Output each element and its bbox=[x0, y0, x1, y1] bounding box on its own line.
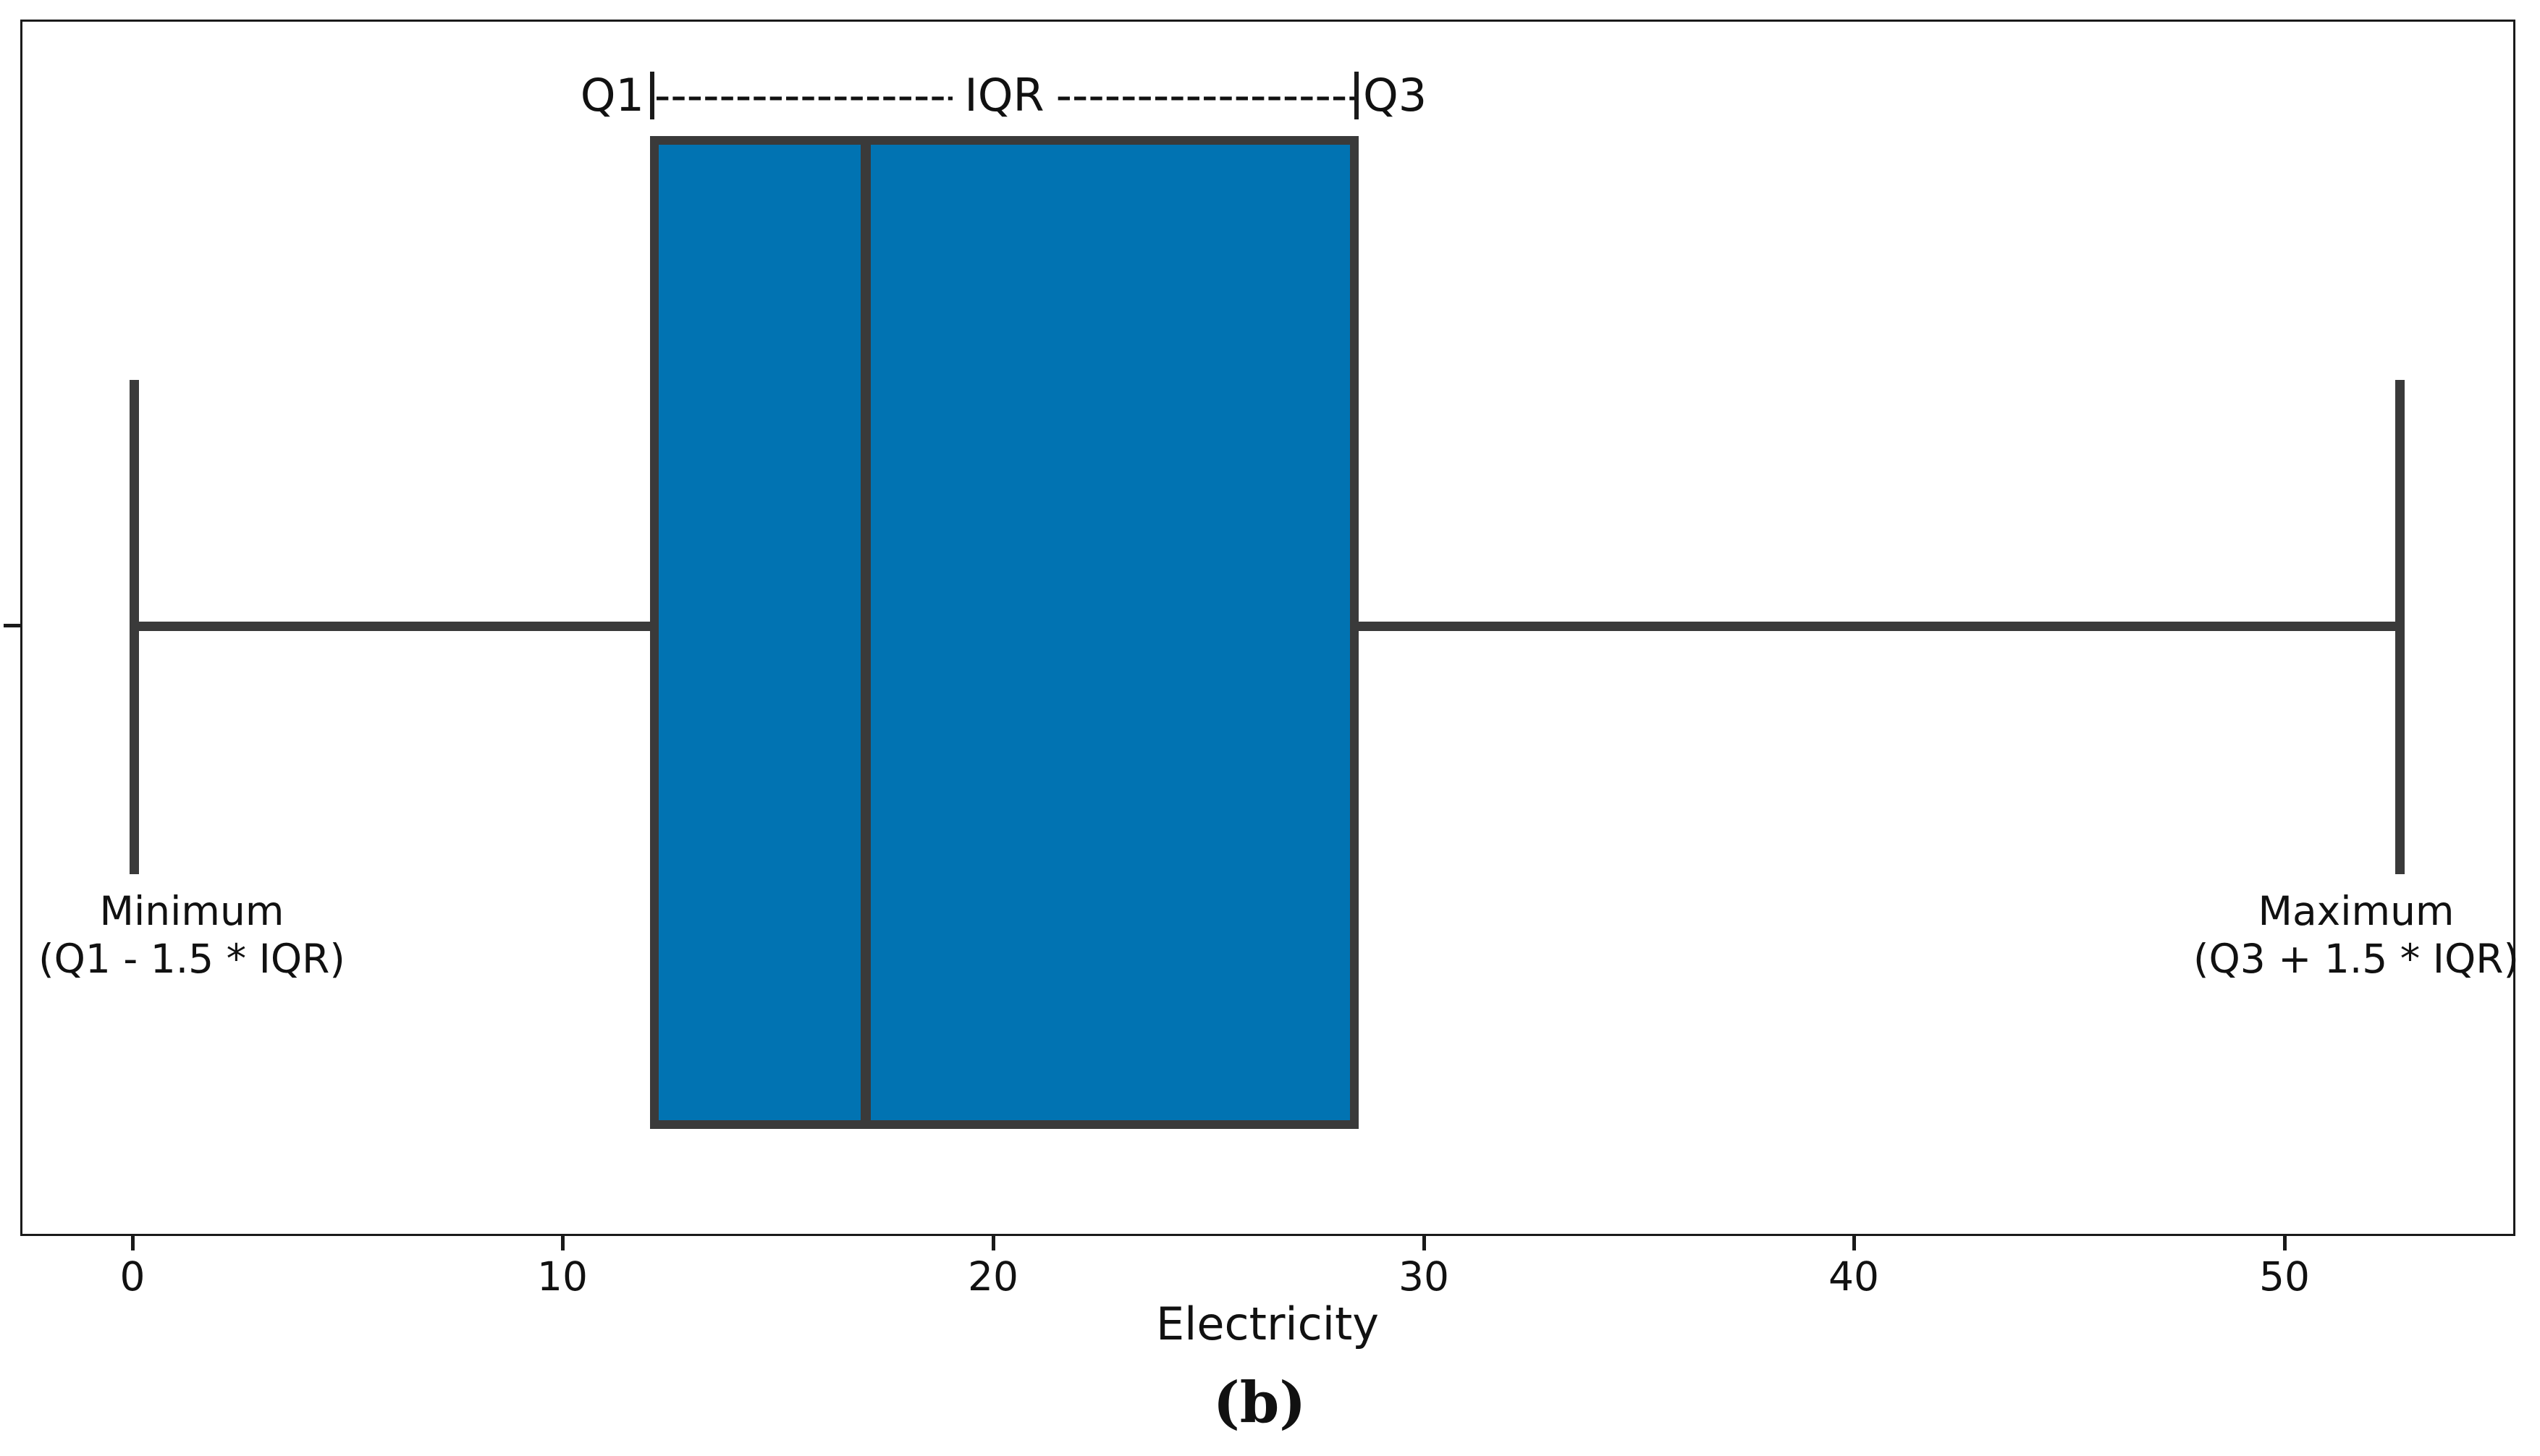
x-tick-label-50: 50 bbox=[2259, 1253, 2310, 1300]
x-tick-label-30: 30 bbox=[1398, 1253, 1449, 1300]
x-axis-tick-30 bbox=[1422, 1236, 1426, 1250]
whisker-max-cap bbox=[2395, 380, 2405, 874]
iqr-dash-right: ----------------------------------------… bbox=[1055, 70, 1354, 121]
maximum-title: Maximum bbox=[2258, 888, 2455, 934]
maximum-label: Maximum (Q3 + 1.5 * IQR) bbox=[2190, 887, 2523, 983]
q1-marker-bar bbox=[650, 72, 654, 119]
x-tick-label-0: 0 bbox=[119, 1253, 145, 1300]
median-line bbox=[861, 145, 871, 1120]
whisker-min-line bbox=[139, 622, 650, 631]
minimum-title: Minimum bbox=[99, 888, 284, 934]
minimum-formula: (Q1 - 1.5 * IQR) bbox=[38, 936, 345, 982]
x-axis-tick-20 bbox=[992, 1236, 995, 1250]
x-tick-label-20: 20 bbox=[968, 1253, 1018, 1300]
x-axis-title: Electricity bbox=[1156, 1298, 1379, 1350]
iqr-box bbox=[650, 136, 1359, 1129]
x-axis-tick-0 bbox=[131, 1236, 135, 1250]
x-axis-tick-40 bbox=[1852, 1236, 1856, 1250]
whisker-min-cap bbox=[130, 380, 139, 874]
q1-label: Q1 bbox=[580, 69, 644, 122]
iqr-annotation: ----------------------------------------… bbox=[650, 70, 1359, 121]
iqr-dash-left: ----------------------------------------… bbox=[654, 70, 953, 121]
figure-caption: (b) bbox=[1212, 1370, 1307, 1436]
minimum-label: Minimum (Q1 - 1.5 * IQR) bbox=[25, 887, 358, 983]
axes-frame bbox=[20, 20, 2515, 1236]
q3-marker-bar bbox=[1354, 72, 1359, 119]
maximum-formula: (Q3 + 1.5 * IQR) bbox=[2193, 936, 2519, 982]
x-tick-label-10: 10 bbox=[537, 1253, 588, 1300]
y-axis-tick bbox=[4, 624, 20, 627]
x-axis-tick-50 bbox=[2283, 1236, 2287, 1250]
x-axis-tick-10 bbox=[561, 1236, 565, 1250]
q3-label: Q3 bbox=[1363, 69, 1427, 122]
whisker-max-line bbox=[1359, 622, 2395, 631]
iqr-label: IQR bbox=[964, 69, 1045, 122]
x-tick-label-40: 40 bbox=[1828, 1253, 1879, 1300]
